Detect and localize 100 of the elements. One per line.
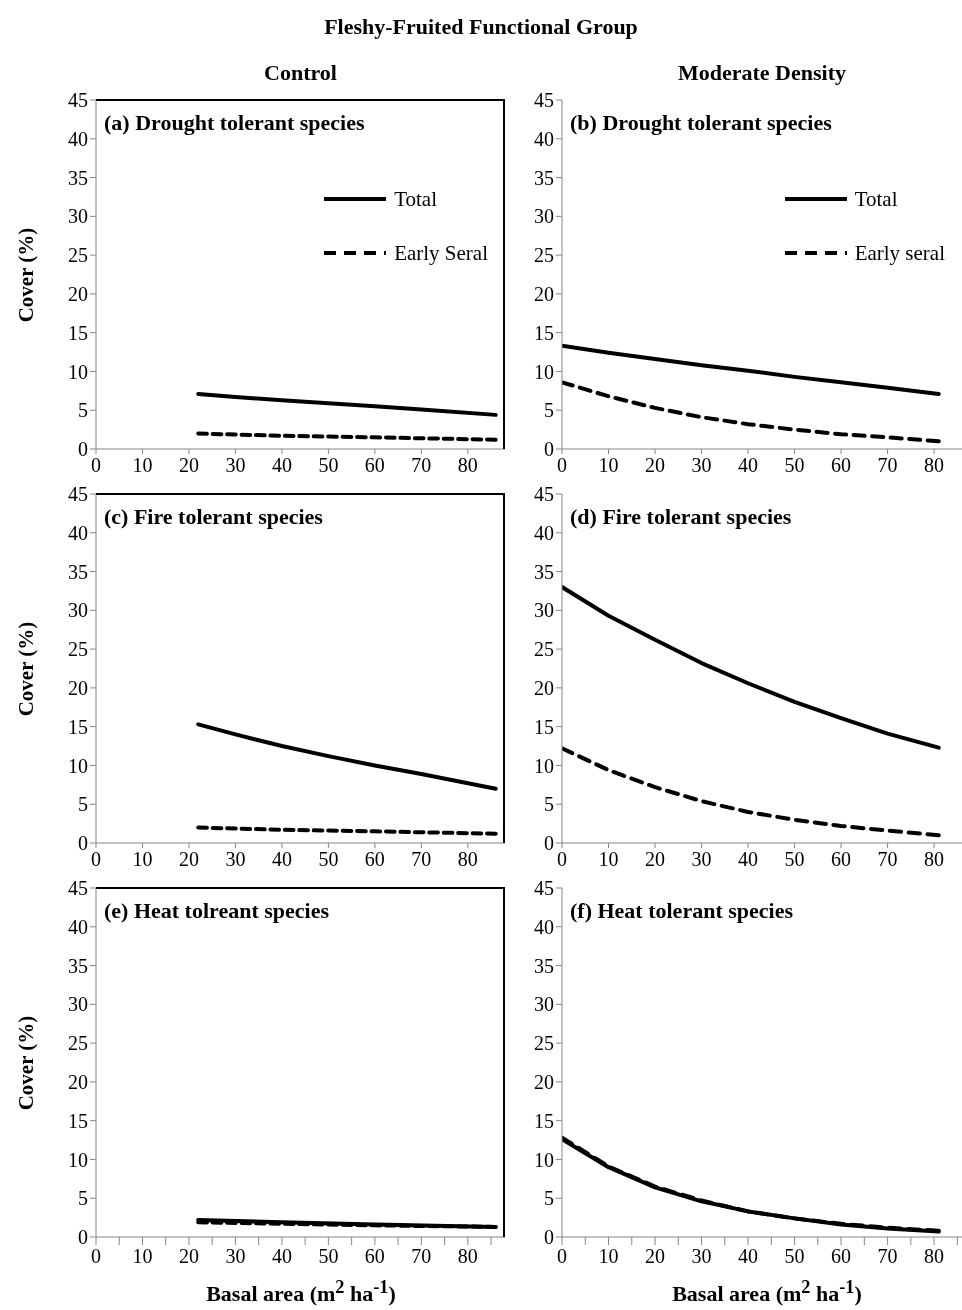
x-axis-title: Basal area (m$^{2}$ ha$^{-1}$) <box>205 1277 397 1308</box>
y-tick-label: 15 <box>68 1109 88 1132</box>
y-tick-label: 40 <box>68 915 88 938</box>
x-tick-label: 30 <box>225 1245 246 1268</box>
x-tick-label: 20 <box>178 848 199 871</box>
x-tick-label: 80 <box>924 848 945 871</box>
x-tick-label: 70 <box>877 848 898 871</box>
line-series <box>196 825 498 836</box>
x-tick-label: 20 <box>645 1245 666 1268</box>
x-tick-label: 20 <box>645 848 666 871</box>
y-tick-label: 10 <box>534 754 554 777</box>
y-tick-label: 20 <box>534 282 554 305</box>
y-tick-label: 20 <box>68 1070 88 1093</box>
text: Fleshy-Fruited Functional Group <box>323 14 639 40</box>
y-tick-label: 10 <box>534 1148 554 1171</box>
y-tick-label: 15 <box>534 321 554 344</box>
y-tick-label: 35 <box>68 166 88 189</box>
y-tick-label: 30 <box>68 599 88 622</box>
y-tick-label: 40 <box>534 915 554 938</box>
y-tick-label: 45 <box>534 877 554 900</box>
line-series <box>562 585 941 750</box>
x-tick-label: 50 <box>784 848 805 871</box>
chart-subtitle: Moderate Density <box>677 60 847 86</box>
y-tick-label: 25 <box>534 244 554 267</box>
line-series <box>196 431 498 442</box>
x-tick-label: 60 <box>364 1245 385 1268</box>
y-tick-label: 15 <box>68 715 88 738</box>
legend-label: Early seral <box>854 240 945 266</box>
text: (b) Drought tolerant species <box>570 110 832 136</box>
y-tick-label: 20 <box>68 282 88 305</box>
x-tick-label: 60 <box>831 454 852 477</box>
x-tick-label: 10 <box>598 1245 619 1268</box>
y-tick-label: 25 <box>534 638 554 661</box>
y-tick-label: 20 <box>534 676 554 699</box>
chart-subtitle: Control <box>263 60 338 86</box>
y-tick-label: 40 <box>68 127 88 150</box>
x-tick-label: 10 <box>132 1245 153 1268</box>
y-tick-label: 0 <box>544 832 554 855</box>
y-tick-label: 15 <box>534 715 554 738</box>
legend-label: Total <box>394 186 437 212</box>
y-tick-label: 5 <box>78 1187 88 1210</box>
legend-label: Early Seral <box>394 240 488 266</box>
y-tick-label: 40 <box>534 127 554 150</box>
y-tick-label: 30 <box>68 205 88 228</box>
x-tick-label: 40 <box>738 1245 759 1268</box>
y-tick-label: 15 <box>68 321 88 344</box>
x-tick-label: 40 <box>271 454 292 477</box>
y-tick-label: 10 <box>68 360 88 383</box>
y-tick-label: 25 <box>68 638 88 661</box>
y-tick-label: 30 <box>534 205 554 228</box>
y-tick-label: 5 <box>544 399 554 422</box>
y-tick-label: 30 <box>534 993 554 1016</box>
y-tick-label: 0 <box>78 438 88 461</box>
y-tick-label: 10 <box>68 1148 88 1171</box>
x-tick-label: 30 <box>691 454 712 477</box>
y-tick-label: 45 <box>534 483 554 506</box>
x-tick-label: 60 <box>364 454 385 477</box>
y-tick-label: 45 <box>68 877 88 900</box>
x-tick-label: 60 <box>831 848 852 871</box>
x-tick-label: 30 <box>225 454 246 477</box>
y-tick-label: 5 <box>544 793 554 816</box>
x-tick-label: 50 <box>318 1245 339 1268</box>
x-tick-label: 30 <box>691 848 712 871</box>
y-tick-label: 25 <box>68 1032 88 1055</box>
x-tick-label: 10 <box>132 848 153 871</box>
x-tick-label: 80 <box>457 454 478 477</box>
x-tick-label: 70 <box>877 1245 898 1268</box>
y-tick-label: 10 <box>68 754 88 777</box>
line-series <box>562 380 941 444</box>
text: (e) Heat tolreant species <box>104 898 330 924</box>
x-tick-label: 50 <box>318 454 339 477</box>
y-tick-label: 35 <box>534 166 554 189</box>
x-tick-label: 80 <box>457 848 478 871</box>
x-tick-label: 70 <box>411 1245 432 1268</box>
x-tick-label: 50 <box>784 454 805 477</box>
x-tick-label: 40 <box>738 848 759 871</box>
line-series <box>562 343 941 396</box>
y-tick-label: 20 <box>534 1070 554 1093</box>
y-tick-label: 30 <box>68 993 88 1016</box>
y-tick-label: 30 <box>534 599 554 622</box>
text: (a) Drought tolerant species <box>104 110 365 136</box>
x-tick-label: 50 <box>318 848 339 871</box>
y-axis-title: Cover (%) <box>13 621 39 716</box>
y-tick-label: 0 <box>78 832 88 855</box>
line-series <box>196 722 498 791</box>
y-tick-label: 35 <box>534 954 554 977</box>
y-tick-label: 5 <box>544 1187 554 1210</box>
y-tick-label: 10 <box>534 360 554 383</box>
y-tick-label: 5 <box>78 399 88 422</box>
y-tick-label: 40 <box>68 521 88 544</box>
x-tick-label: 10 <box>598 454 619 477</box>
y-tick-label: 35 <box>68 560 88 583</box>
x-tick-label: 50 <box>784 1245 805 1268</box>
x-tick-label: 60 <box>364 848 385 871</box>
y-tick-label: 15 <box>534 1109 554 1132</box>
x-tick-label: 80 <box>924 454 945 477</box>
x-tick-label: 40 <box>271 1245 292 1268</box>
line-series <box>196 391 498 417</box>
y-tick-label: 45 <box>534 89 554 112</box>
y-tick-label: 20 <box>68 676 88 699</box>
